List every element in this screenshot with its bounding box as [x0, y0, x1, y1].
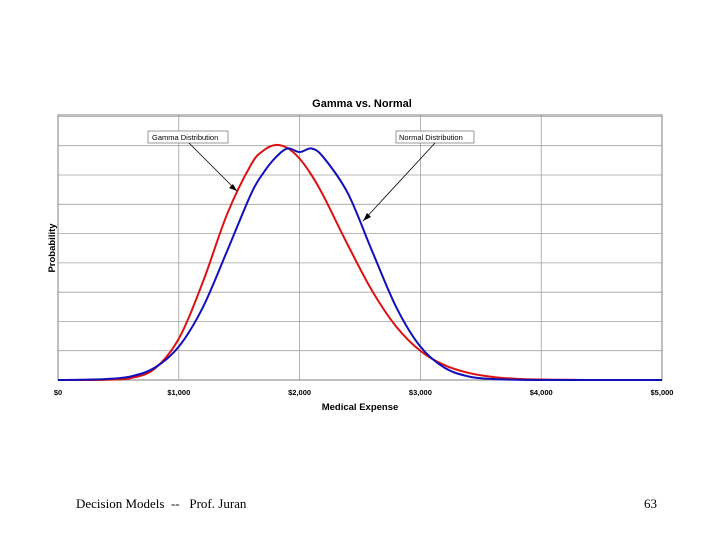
annotation-gamma-box — [147, 130, 229, 144]
x-tick-label: $3,000 — [409, 388, 432, 397]
footer-course-label: Decision Models -- Prof. Juran — [76, 496, 247, 511]
annotation-normal-label: Normal Distribution — [399, 133, 463, 142]
x-tick-label: $0 — [54, 388, 62, 397]
annotation-normal: Normal Distribution — [362, 130, 475, 222]
series-layer — [57, 143, 662, 382]
normal-curve — [57, 147, 662, 382]
x-tick-labels: $0 $1,000 $2,000 $3,000 $4,000 $5,000 — [54, 388, 674, 397]
plot-area — [57, 114, 663, 381]
x-axis-label: Medical Expense — [322, 402, 399, 413]
chart-title: Gamma vs. Normal — [312, 98, 412, 110]
annotation-gamma-arrowhead — [229, 184, 237, 191]
annotation-gamma-arrow — [188, 142, 238, 192]
x-tick-label: $2,000 — [288, 388, 311, 397]
annotation-gamma: Gamma Distribution — [147, 130, 238, 192]
x-tick-label: $4,000 — [530, 388, 553, 397]
annotation-normal-arrow — [362, 142, 436, 222]
y-axis-label: Probability — [47, 223, 58, 273]
footer-page-number: 63 — [644, 496, 657, 511]
x-tick-label: $1,000 — [167, 388, 190, 397]
annotation-gamma-label: Gamma Distribution — [152, 133, 218, 142]
x-tick-label: $5,000 — [651, 388, 674, 397]
annotation-normal-arrowhead — [363, 213, 371, 221]
